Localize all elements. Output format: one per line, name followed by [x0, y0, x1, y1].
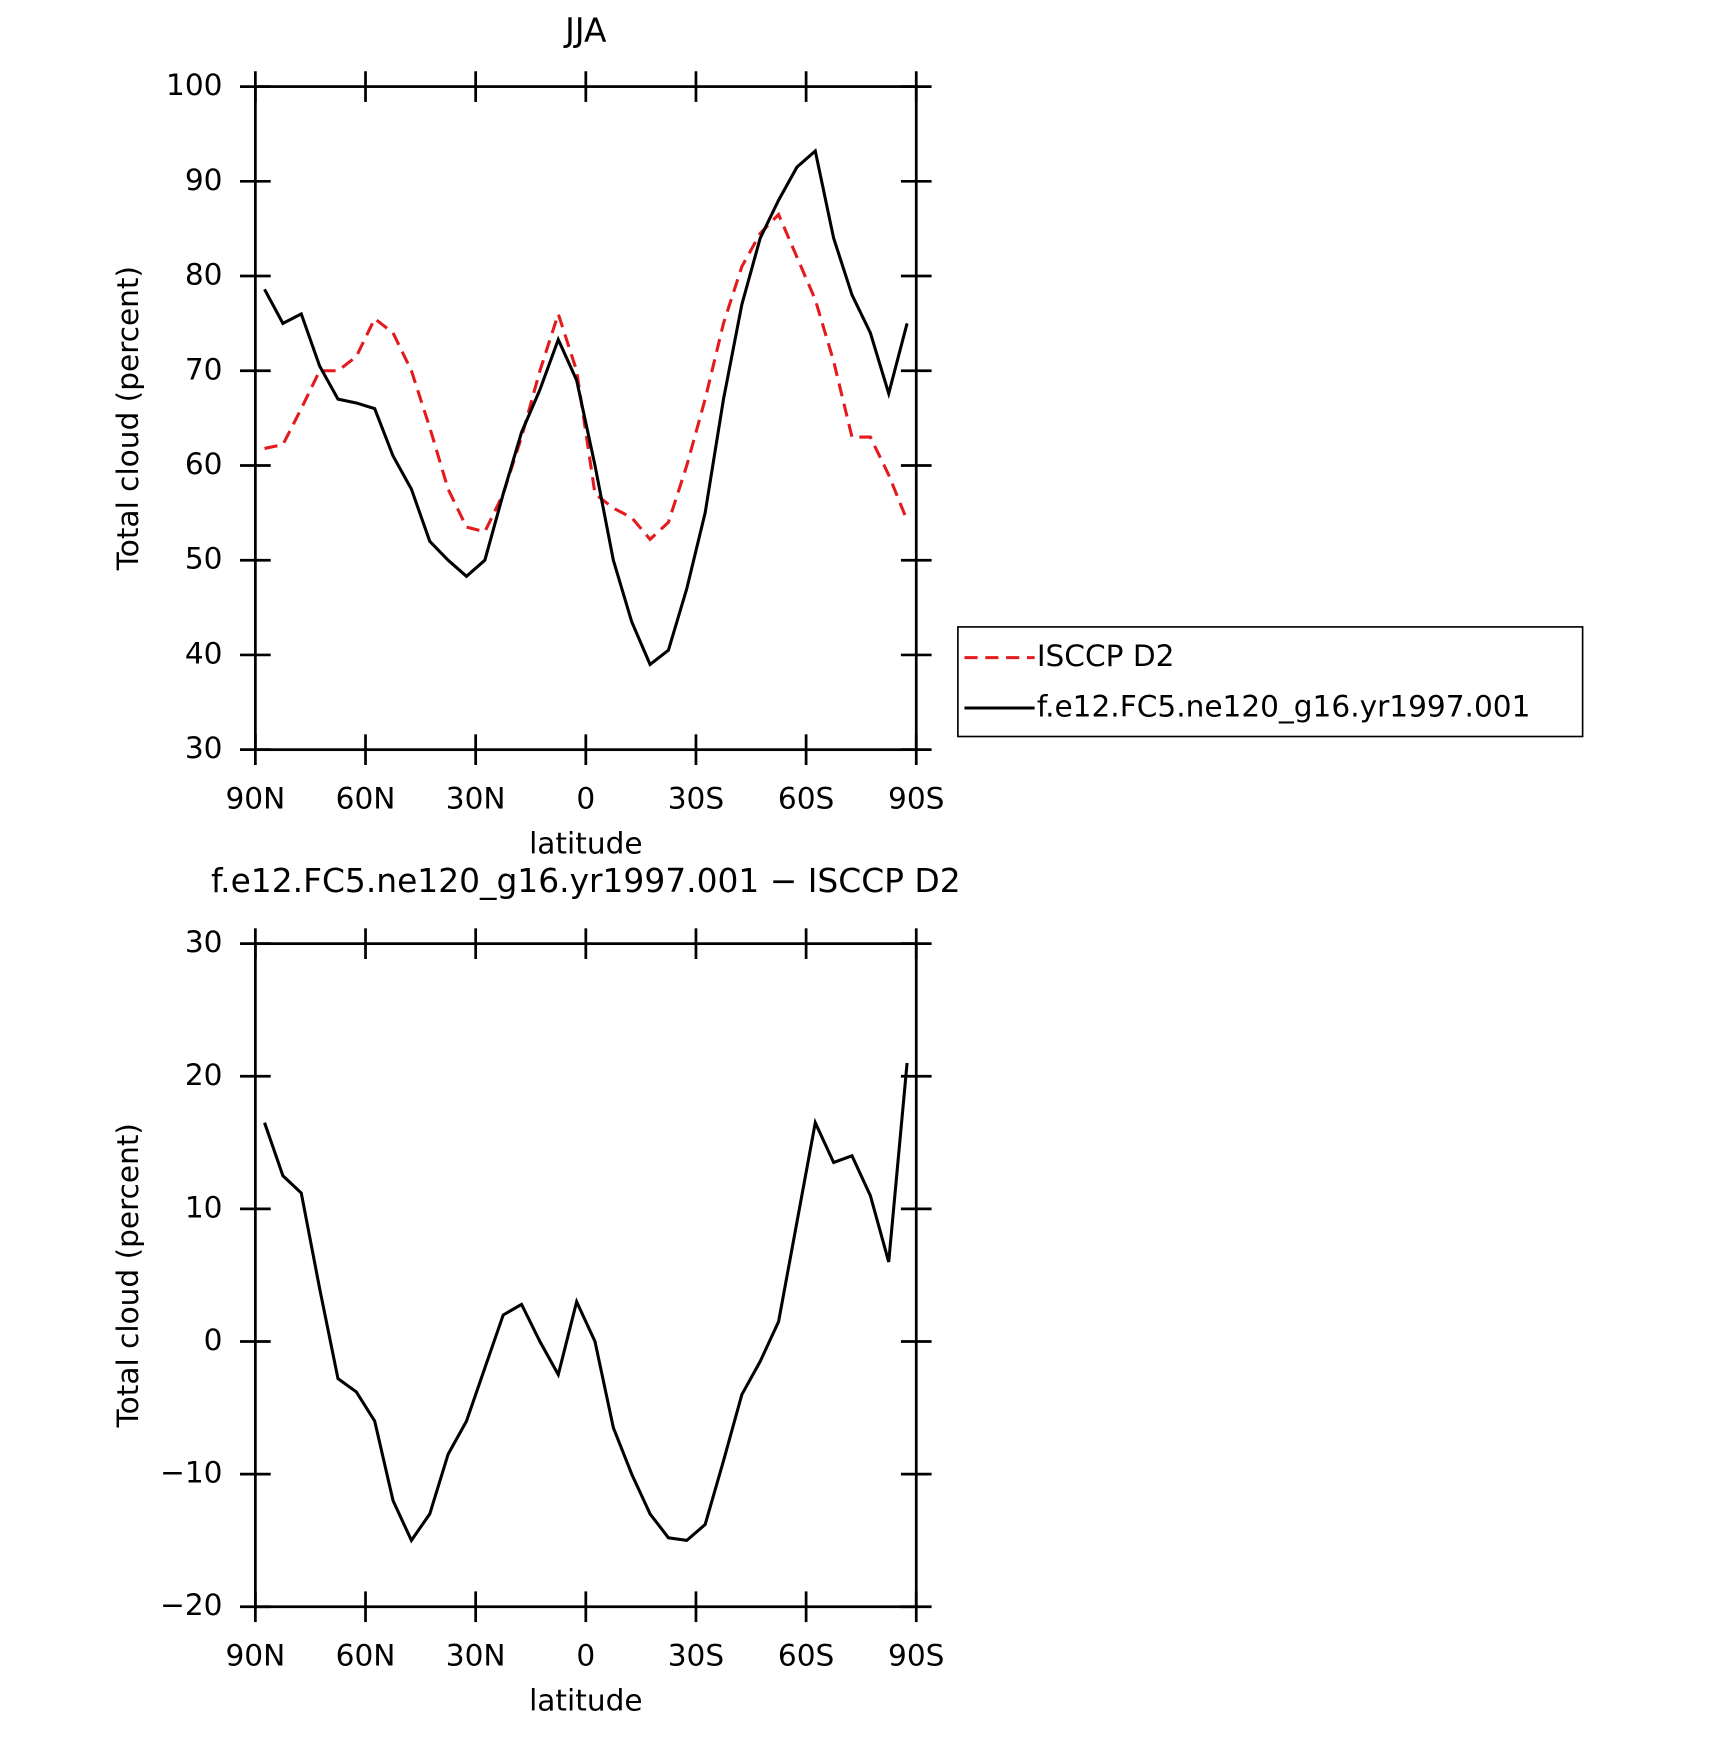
legend-label: f.e12.FC5.ne120_g16.yr1997.001 [1037, 690, 1531, 724]
x-tick-label: 60N [336, 1639, 396, 1673]
y-tick-label: 50 [185, 542, 223, 576]
x-tick-label: 90N [225, 782, 285, 816]
y-tick-label: 60 [185, 447, 223, 481]
y-tick-label: 100 [166, 68, 222, 102]
y-tick-label: 10 [185, 1190, 223, 1224]
x-axis-label: latitude [529, 1684, 642, 1718]
y-tick-label: 0 [204, 1323, 223, 1357]
legend-box [957, 626, 1584, 738]
x-tick-label: 60N [336, 782, 396, 816]
x-tick-label: 60S [778, 1639, 834, 1673]
chart-title: f.e12.FC5.ne120_g16.yr1997.001 − ISCCP D… [211, 861, 961, 900]
series-line [263, 1062, 909, 1544]
legend-label: ISCCP D2 [1037, 639, 1175, 673]
x-tick-label: 30S [668, 782, 724, 816]
y-tick-label: 20 [185, 1058, 223, 1092]
series-line [264, 211, 909, 542]
y-tick-label: 30 [185, 925, 223, 959]
y-tick-label: 30 [185, 731, 223, 765]
x-tick-label: 60S [778, 782, 834, 816]
plot-frame [253, 942, 918, 1609]
x-tick-label: 0 [576, 1639, 595, 1673]
y-tick-label: 80 [185, 258, 223, 292]
x-tick-label: 90S [888, 782, 944, 816]
x-tick-label: 0 [576, 782, 595, 816]
y-axis-label: Total cloud (percent) [111, 266, 145, 571]
x-tick-label: 90N [225, 1639, 285, 1673]
x-axis-label: latitude [529, 827, 642, 861]
chart-title: JJA [563, 10, 607, 49]
y-tick-label: 40 [185, 636, 223, 670]
y-axis-label: Total cloud (percent) [111, 1123, 145, 1428]
y-tick-label: 90 [185, 163, 223, 197]
x-tick-label: 30S [668, 1639, 724, 1673]
series-line [263, 148, 909, 667]
y-tick-label: 70 [185, 352, 223, 386]
x-tick-label: 30N [446, 782, 506, 816]
y-tick-label: −20 [160, 1588, 222, 1622]
x-tick-label: 30N [446, 1639, 506, 1673]
x-tick-label: 90S [888, 1639, 944, 1673]
y-tick-label: −10 [160, 1456, 222, 1490]
